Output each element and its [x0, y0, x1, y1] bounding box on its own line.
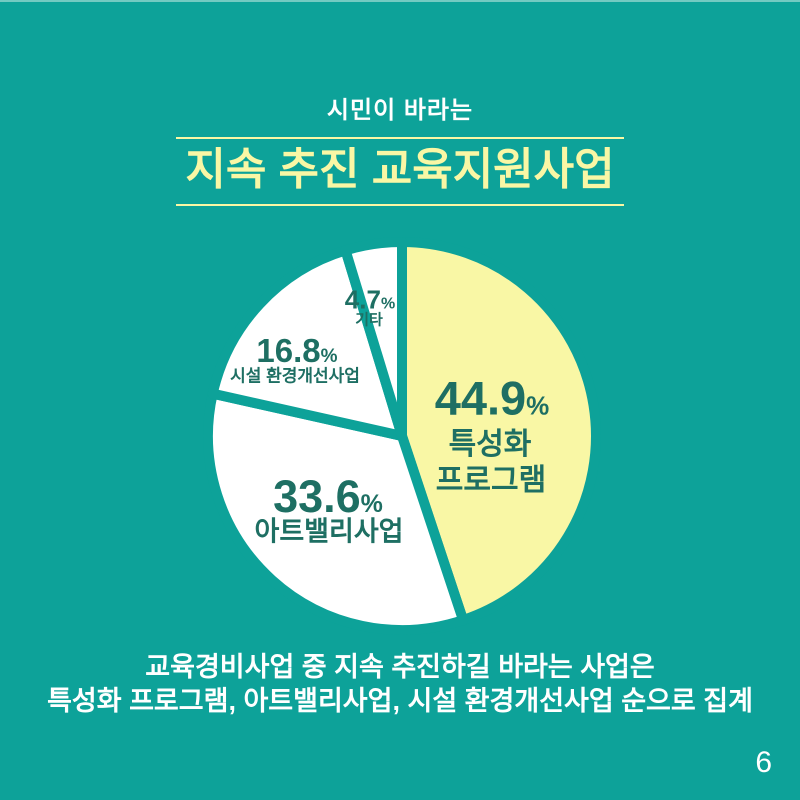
slice-2-percent-unit: %: [320, 346, 338, 367]
slice-2-percent-label: 16.8%: [256, 332, 337, 370]
slice-1-percent-unit: %: [360, 490, 383, 518]
pie-slice-0: [397, 237, 601, 626]
slice-0-percent-label: 44.9%: [435, 371, 550, 426]
slice-3-percent-label: 4.7%: [345, 285, 395, 316]
pie-slice-1: [203, 388, 469, 635]
eyebrow-text: 시민이 바라는: [326, 97, 474, 124]
slice-0-name-line-2: 프로그램: [435, 464, 547, 497]
slice-2-percent-value: 16.8: [256, 332, 321, 369]
slice-0-percent-value: 44.9: [434, 371, 527, 425]
slice-3-name: 기타: [355, 311, 383, 329]
page-title: 지속 추진 교육지원사업: [185, 145, 615, 194]
slice-0-percent-unit: %: [526, 390, 550, 421]
slice-3-percent-value: 4.7: [344, 284, 381, 315]
caption-line-1: 교육경비사업 중 지속 추진하길 바라는 사업은: [145, 652, 655, 682]
slice-3-percent-unit: %: [380, 295, 396, 313]
page-number: 6: [755, 746, 772, 779]
caption: 교육경비사업 중 지속 추진하길 바라는 사업은 특성화 프로그램, 아트밸리사…: [0, 650, 800, 718]
slice-1-percent-label: 33.6%: [273, 471, 383, 523]
title-rule-box: 지속 추진 교육지원사업: [176, 137, 624, 206]
top-edge-highlight: [0, 0, 800, 2]
pie-slice-3: [340, 237, 407, 441]
slice-1-percent-value: 33.6: [273, 471, 361, 522]
slice-2-name: 시설 환경개선사업: [230, 366, 360, 386]
header: 시민이 바라는 지속 추진 교육지원사업: [0, 0, 800, 206]
slice-1-name: 아트밸리사업: [254, 516, 404, 547]
slice-0-name-line-1: 특성화: [448, 428, 532, 461]
caption-line-2: 특성화 프로그램, 아트밸리사업, 시설 환경개선사업 순으로 집계: [47, 686, 753, 716]
